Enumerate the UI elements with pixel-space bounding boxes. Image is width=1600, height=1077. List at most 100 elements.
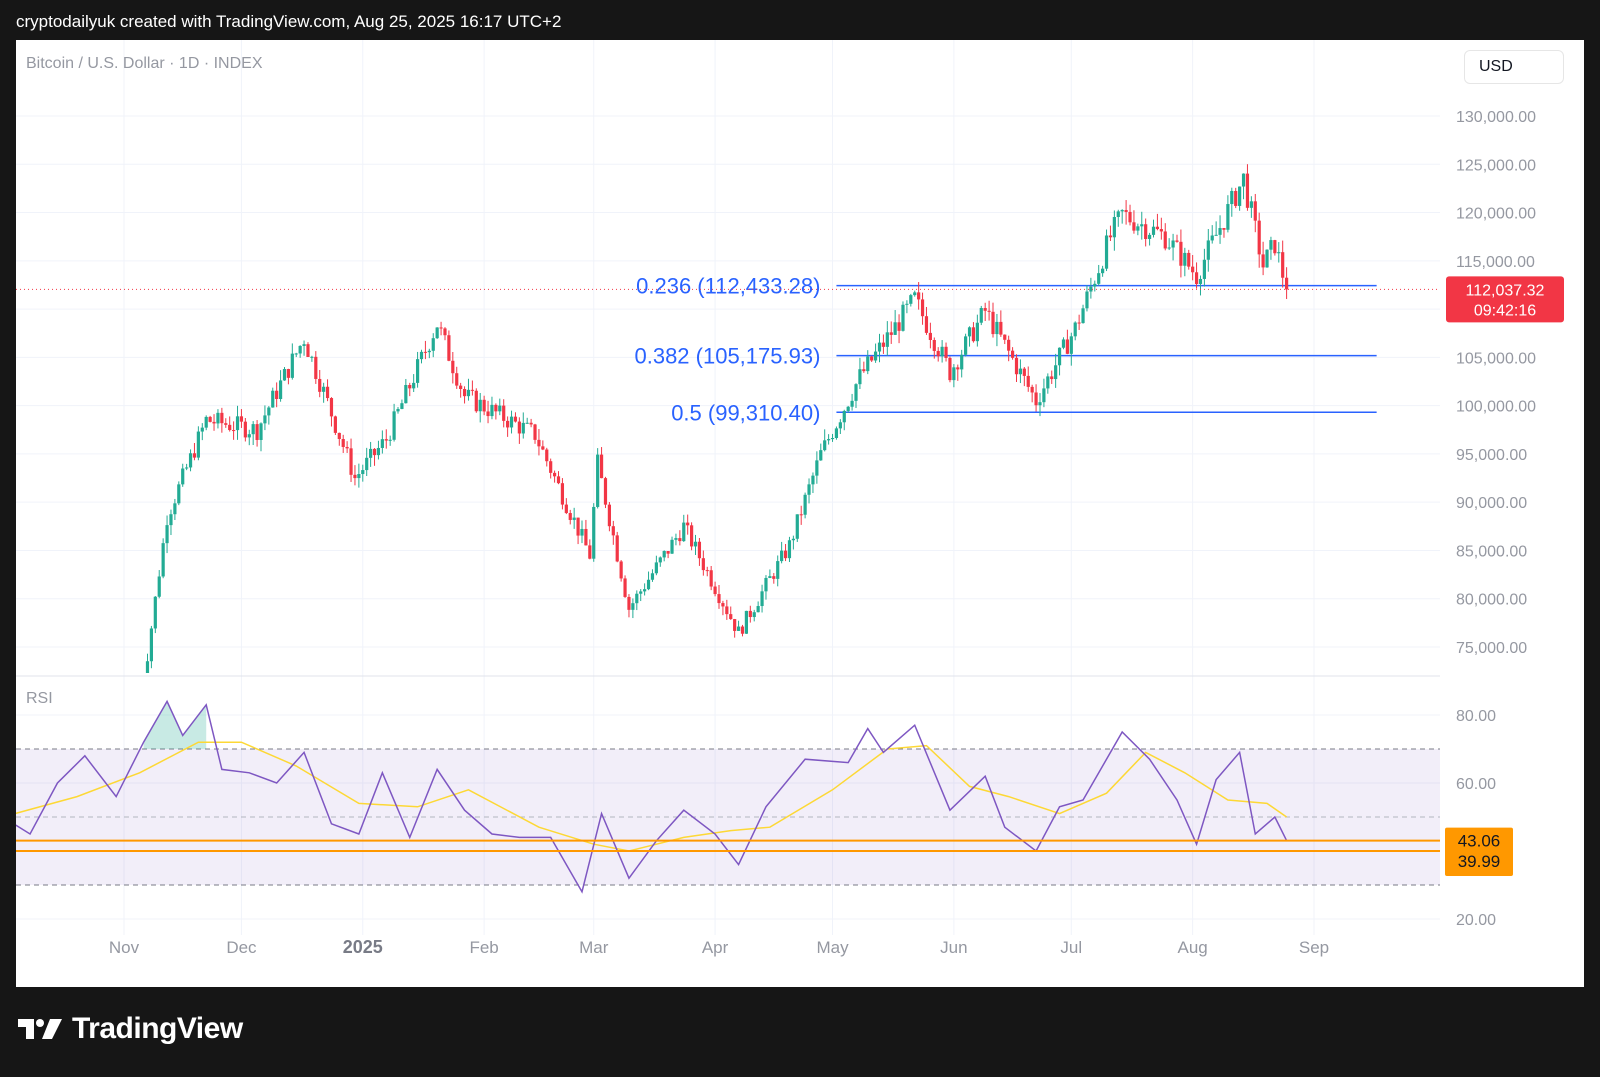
time-axis-label: 2025 (343, 937, 383, 957)
tradingview-logo[interactable]: TradingView (18, 1012, 243, 1046)
candle-body (353, 474, 357, 479)
candle-body (145, 661, 150, 673)
candle-body (392, 411, 396, 440)
candle-body (1108, 235, 1113, 238)
candle-body (552, 472, 557, 477)
candle-body (776, 561, 780, 579)
candle-body (689, 525, 694, 547)
candle-body (1097, 273, 1101, 284)
candle-body (940, 346, 944, 357)
rsi-level-value: 39.99 (1458, 852, 1501, 871)
fib-layer: 0.236 (112,433.28) 0.382 (105,175.93) 0.5 … (634, 274, 1377, 425)
rsi-line (16, 699, 1288, 894)
price-axis-label: 130,000.00 (1456, 109, 1536, 126)
candle-body (670, 539, 674, 554)
candle-body (873, 351, 878, 361)
candle-body (964, 336, 968, 355)
candle-body (318, 378, 322, 392)
candle-body (545, 449, 549, 462)
candle-body (1061, 339, 1066, 348)
candle-body (791, 538, 795, 541)
rsi-level-badge (1445, 827, 1513, 877)
candle-body (842, 410, 846, 423)
time-axis-label: Apr (702, 938, 729, 957)
candle-body (1175, 240, 1179, 242)
candle-body (736, 626, 741, 631)
tradingview-logo-icon (18, 1019, 62, 1039)
candle-body (423, 351, 428, 353)
tradingview-brand-text: TradingView (72, 1012, 243, 1045)
time-axis-label: Feb (469, 938, 498, 957)
candle-body (376, 447, 381, 456)
candle-body (599, 454, 604, 479)
candle-body (819, 450, 823, 461)
candle-body (474, 390, 478, 412)
candle-body (153, 596, 157, 629)
candle-body (1085, 291, 1089, 309)
candle-body (224, 423, 228, 425)
candle-body (686, 522, 690, 526)
candle-body (1077, 322, 1081, 324)
price-axis-label: 120,000.00 (1456, 206, 1536, 223)
chart-svg[interactable]: 0.236 (112,433.28) 0.382 (105,175.93) 0.5 … (16, 40, 1584, 987)
candle-body (1042, 388, 1046, 403)
candle-body (967, 327, 972, 337)
rsi-overbought-fill (182, 704, 207, 749)
candle-body (232, 430, 236, 432)
currency-button[interactable]: USD (1464, 50, 1564, 84)
candle-body (1034, 392, 1038, 406)
candle-body (635, 593, 639, 604)
candle-body (584, 528, 588, 546)
candle-body (854, 384, 858, 401)
candle-body (365, 457, 369, 471)
candle-body (1132, 222, 1136, 231)
candle-body (282, 369, 287, 381)
candle-body (290, 353, 294, 378)
candle-body (443, 328, 447, 336)
candle-body (862, 369, 866, 372)
candle-body (987, 310, 991, 312)
candle-body (674, 538, 678, 540)
fib-level-label: 0.236 (112,433.28) (636, 274, 820, 299)
candle-body (1144, 224, 1148, 239)
candle-body (482, 399, 486, 412)
candle-body (400, 403, 404, 409)
candle-body (1026, 375, 1030, 387)
candle-body (662, 551, 666, 558)
candle-body (431, 338, 435, 351)
candle-body (920, 299, 925, 317)
candle-body (928, 332, 932, 340)
candle-body (607, 504, 611, 527)
candle-body (235, 416, 240, 431)
candle-body (764, 577, 768, 592)
candle-body (1230, 190, 1234, 205)
candle-body (459, 385, 463, 389)
candle-body (259, 423, 263, 440)
candle-body (760, 591, 764, 607)
candle-body (396, 408, 400, 412)
candle-body (1155, 226, 1160, 230)
candle-body (165, 525, 169, 544)
candle-body (936, 350, 940, 357)
candle-body (1198, 278, 1203, 284)
candle-body (349, 448, 353, 475)
candle-body (1206, 240, 1210, 260)
candle-body (1179, 241, 1183, 266)
candle-body (1249, 201, 1253, 208)
candle-body (384, 439, 388, 441)
chart-panel[interactable]: 0.236 (112,433.28) 0.382 (105,175.93) 0.5 … (16, 40, 1584, 987)
candle-body (329, 398, 334, 417)
candle-body (1281, 252, 1285, 278)
chart-caption: cryptodailyuk created with TradingView.c… (16, 12, 562, 31)
candle-body (834, 428, 839, 439)
candle-body (1018, 368, 1023, 375)
candle-body (161, 543, 165, 577)
candle-body (639, 591, 643, 594)
time-axis-label: Nov (109, 938, 140, 957)
candle-body (697, 541, 702, 559)
candle-body (830, 438, 835, 440)
candle-body (752, 612, 756, 618)
last-price-badge (1446, 276, 1564, 323)
candle-body (314, 356, 318, 379)
candle-body (556, 476, 561, 484)
